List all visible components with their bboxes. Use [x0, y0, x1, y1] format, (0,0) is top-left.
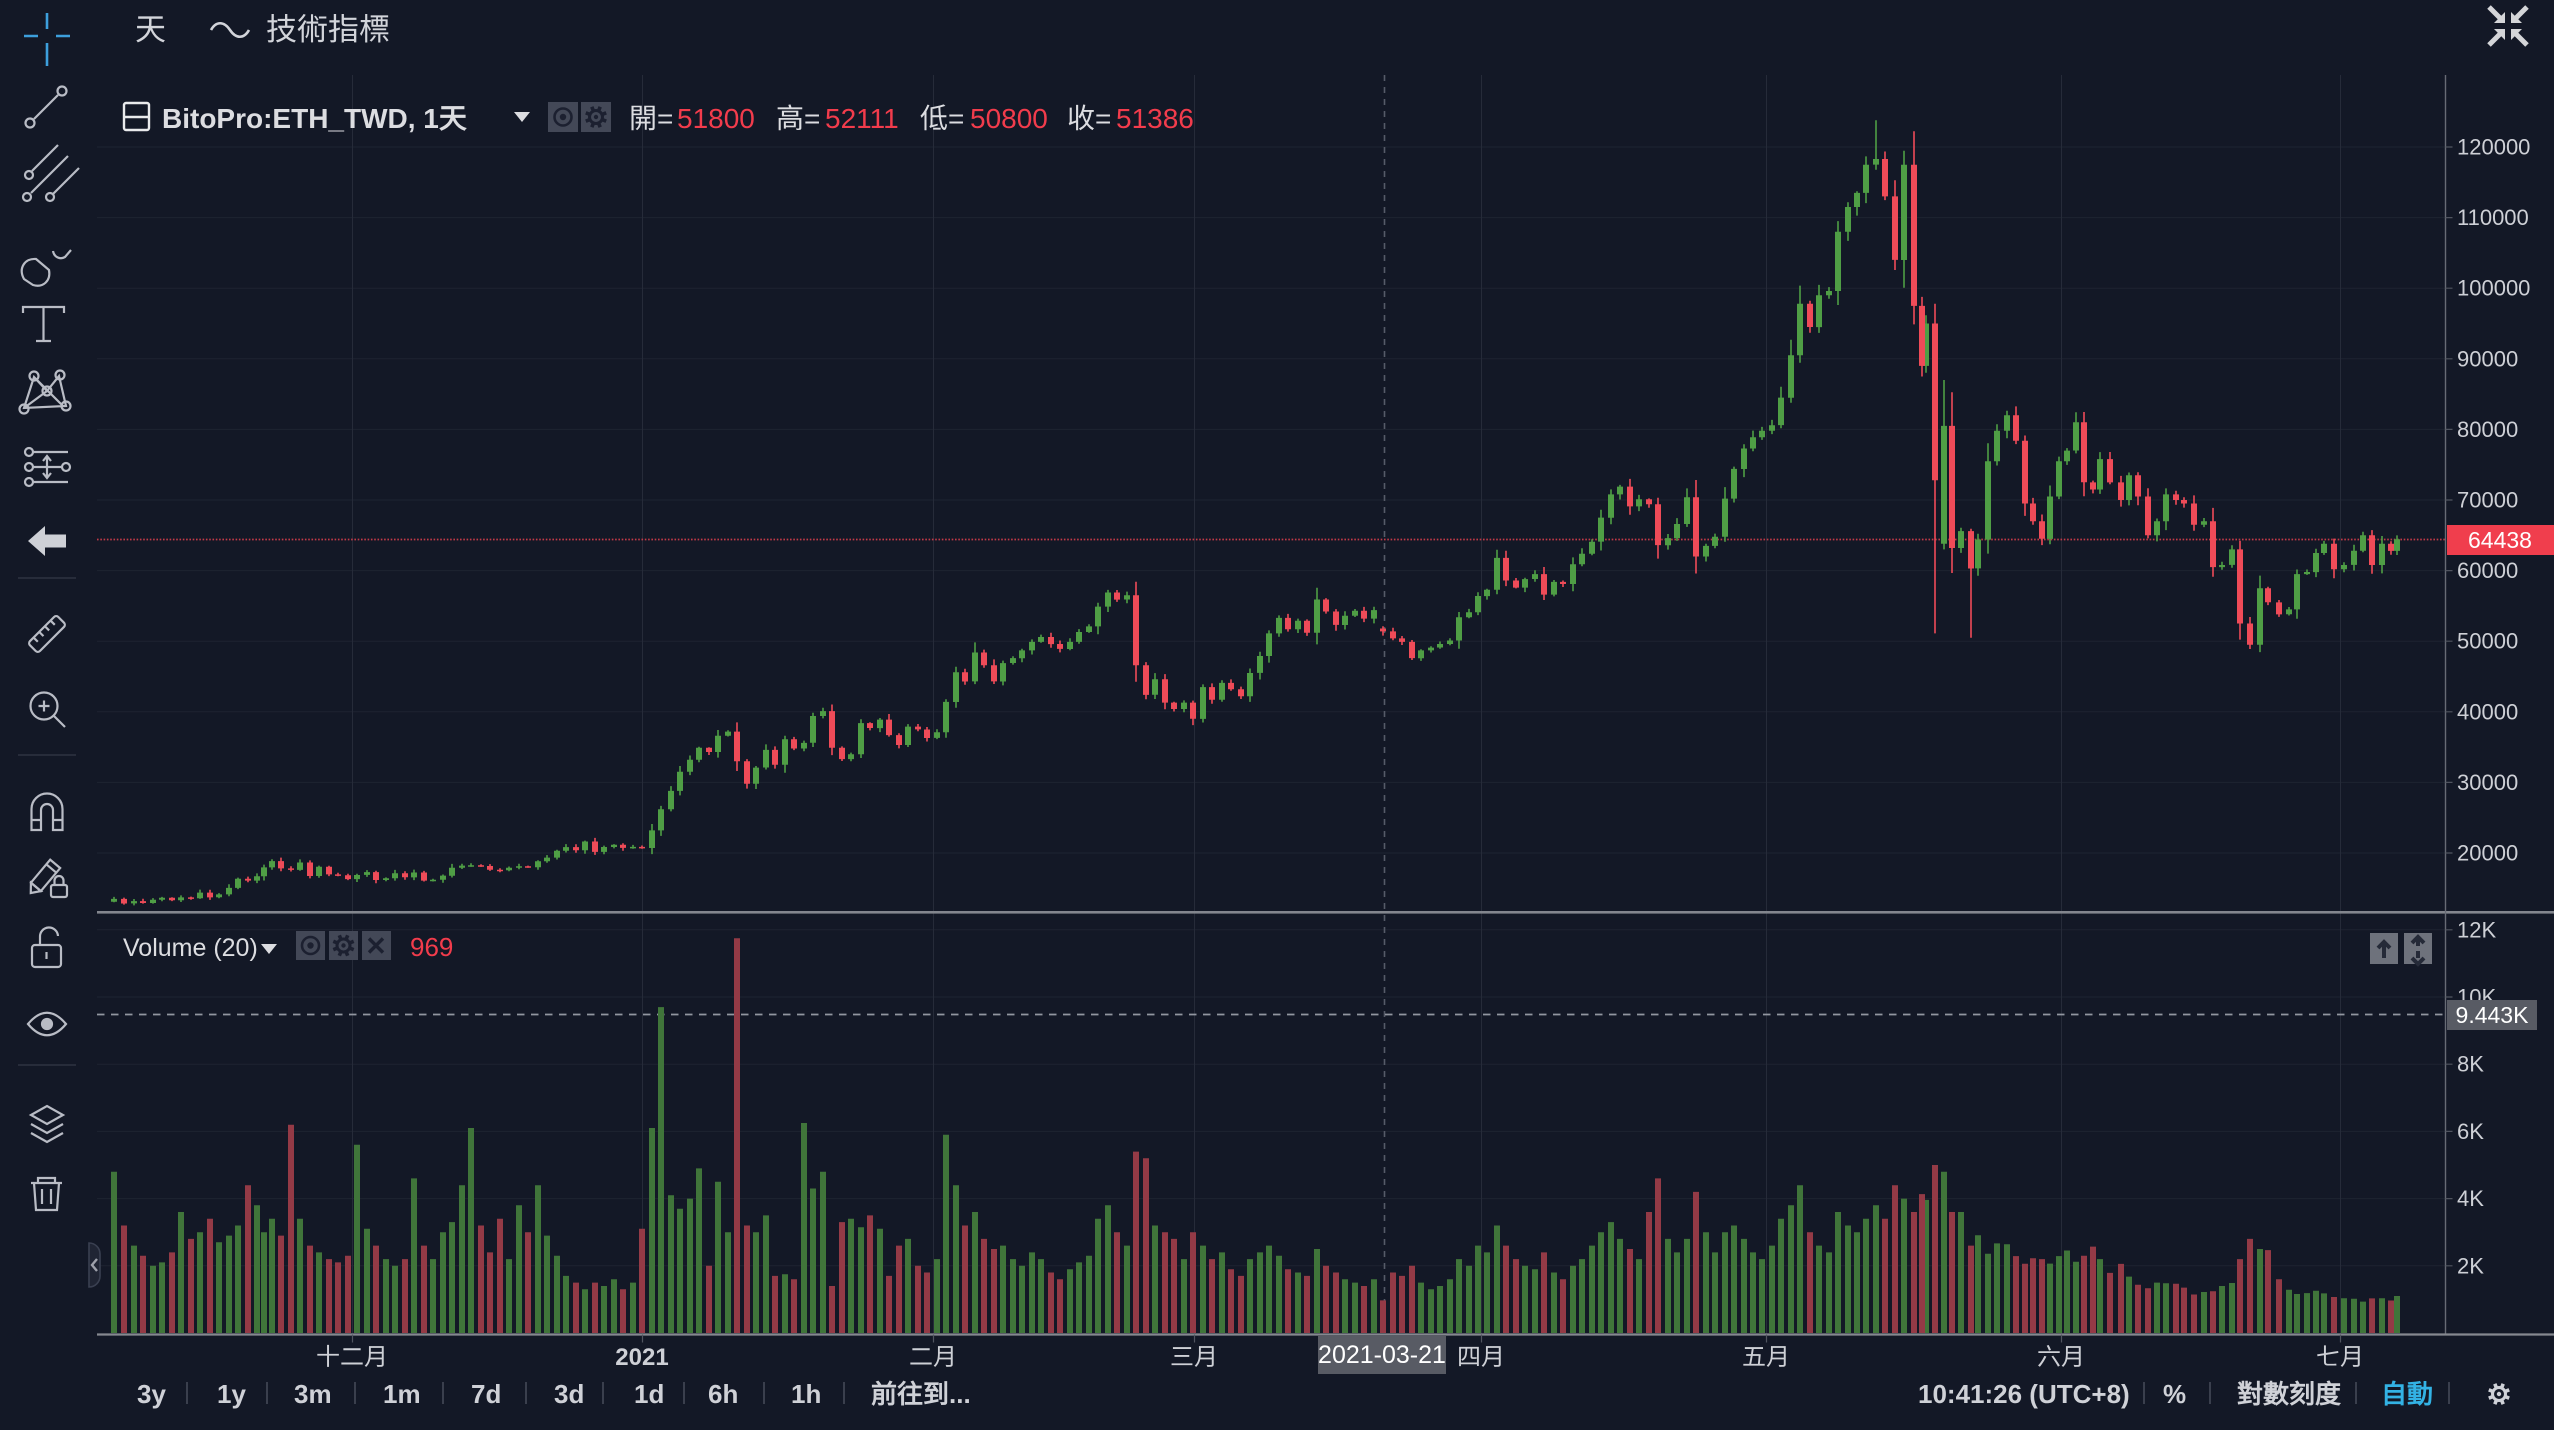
svg-text:30000: 30000 [2457, 770, 2518, 795]
svg-text:自動: 自動 [2381, 1379, 2433, 1409]
svg-text:10:41:26 (UTC+8): 10:41:26 (UTC+8) [1918, 1379, 2130, 1409]
svg-text:110000: 110000 [2457, 205, 2529, 230]
svg-text:64438: 64438 [2468, 527, 2532, 553]
svg-text:%: % [2163, 1379, 2186, 1409]
svg-text:技術指標: 技術指標 [266, 12, 390, 47]
svg-text:100000: 100000 [2457, 276, 2530, 301]
svg-text:六月: 六月 [2037, 1344, 2085, 1371]
svg-text:2021: 2021 [615, 1344, 668, 1371]
svg-text:對數刻度: 對數刻度 [2237, 1379, 2342, 1409]
svg-text:80000: 80000 [2457, 417, 2518, 442]
svg-text:51800: 51800 [677, 103, 755, 134]
svg-text:51386: 51386 [1116, 103, 1194, 134]
svg-text:40000: 40000 [2457, 699, 2518, 724]
svg-text:12K: 12K [2457, 917, 2496, 942]
svg-text:7d: 7d [471, 1379, 501, 1409]
svg-text:9.443K: 9.443K [2456, 1002, 2530, 1028]
svg-text:Volume (20): Volume (20) [123, 934, 258, 962]
svg-text:90000: 90000 [2457, 346, 2518, 371]
svg-text:開=: 開= [629, 103, 673, 134]
svg-text:收=: 收= [1067, 103, 1111, 134]
svg-text:1m: 1m [383, 1379, 421, 1409]
svg-text:50800: 50800 [970, 103, 1048, 134]
svg-text:三月: 三月 [1170, 1344, 1218, 1371]
svg-text:120000: 120000 [2457, 135, 2530, 160]
svg-text:高=: 高= [776, 103, 820, 134]
svg-text:五月: 五月 [1742, 1344, 1790, 1371]
svg-text:1h: 1h [791, 1379, 821, 1409]
svg-text:前往到...: 前往到... [871, 1379, 971, 1409]
svg-text:969: 969 [410, 932, 453, 962]
svg-text:6h: 6h [708, 1379, 738, 1409]
svg-text:七月: 七月 [2316, 1344, 2364, 1371]
svg-text:四月: 四月 [1457, 1344, 1505, 1371]
svg-text:70000: 70000 [2457, 488, 2518, 513]
svg-text:二月: 二月 [909, 1344, 957, 1371]
svg-text:低=: 低= [920, 103, 964, 134]
svg-text:3y: 3y [137, 1379, 166, 1409]
svg-text:50000: 50000 [2457, 629, 2518, 654]
svg-text:1d: 1d [634, 1379, 664, 1409]
svg-text:BitoPro:ETH_TWD, 1天: BitoPro:ETH_TWD, 1天 [162, 103, 467, 134]
svg-text:天: 天 [135, 12, 166, 47]
svg-text:2K: 2K [2457, 1253, 2484, 1278]
svg-text:3d: 3d [554, 1379, 584, 1409]
svg-text:1y: 1y [217, 1379, 246, 1409]
svg-text:52111: 52111 [825, 103, 899, 134]
svg-text:2021-03-21: 2021-03-21 [1318, 1341, 1446, 1369]
svg-text:60000: 60000 [2457, 558, 2518, 583]
svg-text:6K: 6K [2457, 1119, 2484, 1144]
svg-text:8K: 8K [2457, 1052, 2484, 1077]
svg-text:3m: 3m [294, 1379, 332, 1409]
svg-text:十二月: 十二月 [316, 1344, 388, 1371]
svg-text:4K: 4K [2457, 1186, 2484, 1211]
svg-text:20000: 20000 [2457, 841, 2518, 866]
